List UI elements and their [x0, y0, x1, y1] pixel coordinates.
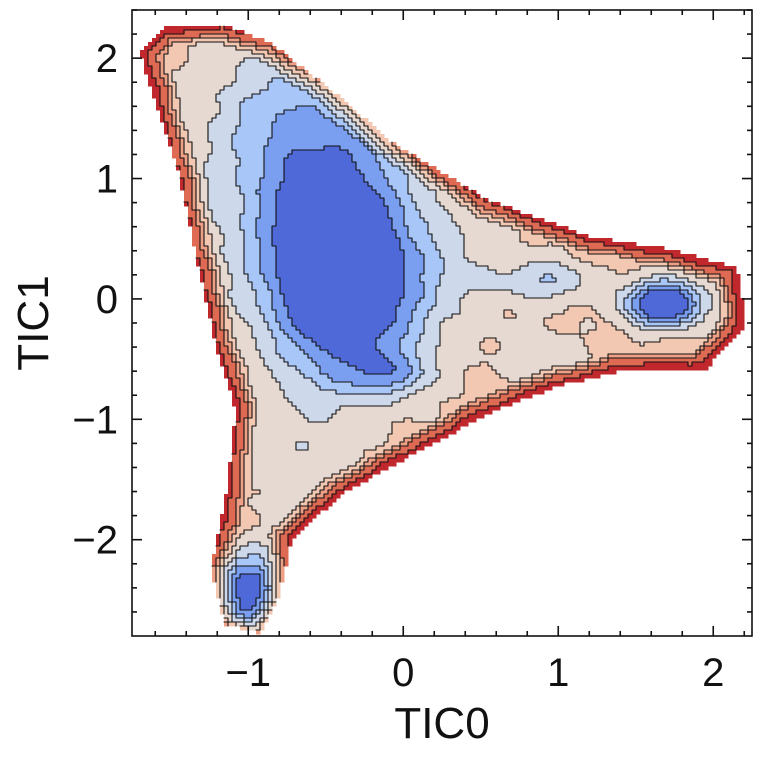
x-tick-label: 0 [392, 651, 414, 695]
y-tick-label: 2 [96, 37, 118, 81]
y-tick-label: 1 [96, 158, 118, 202]
y-tick-label: −1 [72, 398, 118, 442]
contour-level-5 [172, 42, 721, 631]
contour-lines [147, 25, 737, 631]
x-tick-labels: −1 0 1 2 [225, 651, 724, 695]
x-tick-label: 1 [547, 651, 569, 695]
x-axis-title: TIC0 [394, 699, 489, 748]
x-tick-label: −1 [225, 651, 271, 695]
tick-marks [132, 9, 752, 636]
contour-level-9 [236, 146, 689, 611]
y-tick-labels: −2 −1 0 1 2 [72, 37, 118, 563]
x-tick-label: 2 [702, 651, 724, 695]
y-tick-label: −2 [72, 519, 118, 563]
y-tick-label: 0 [96, 278, 118, 322]
contour-level-3 [156, 34, 733, 635]
contour-line-layer [147, 25, 737, 631]
y-axis-title: TIC1 [9, 275, 58, 370]
contour-level-8 [232, 106, 697, 619]
